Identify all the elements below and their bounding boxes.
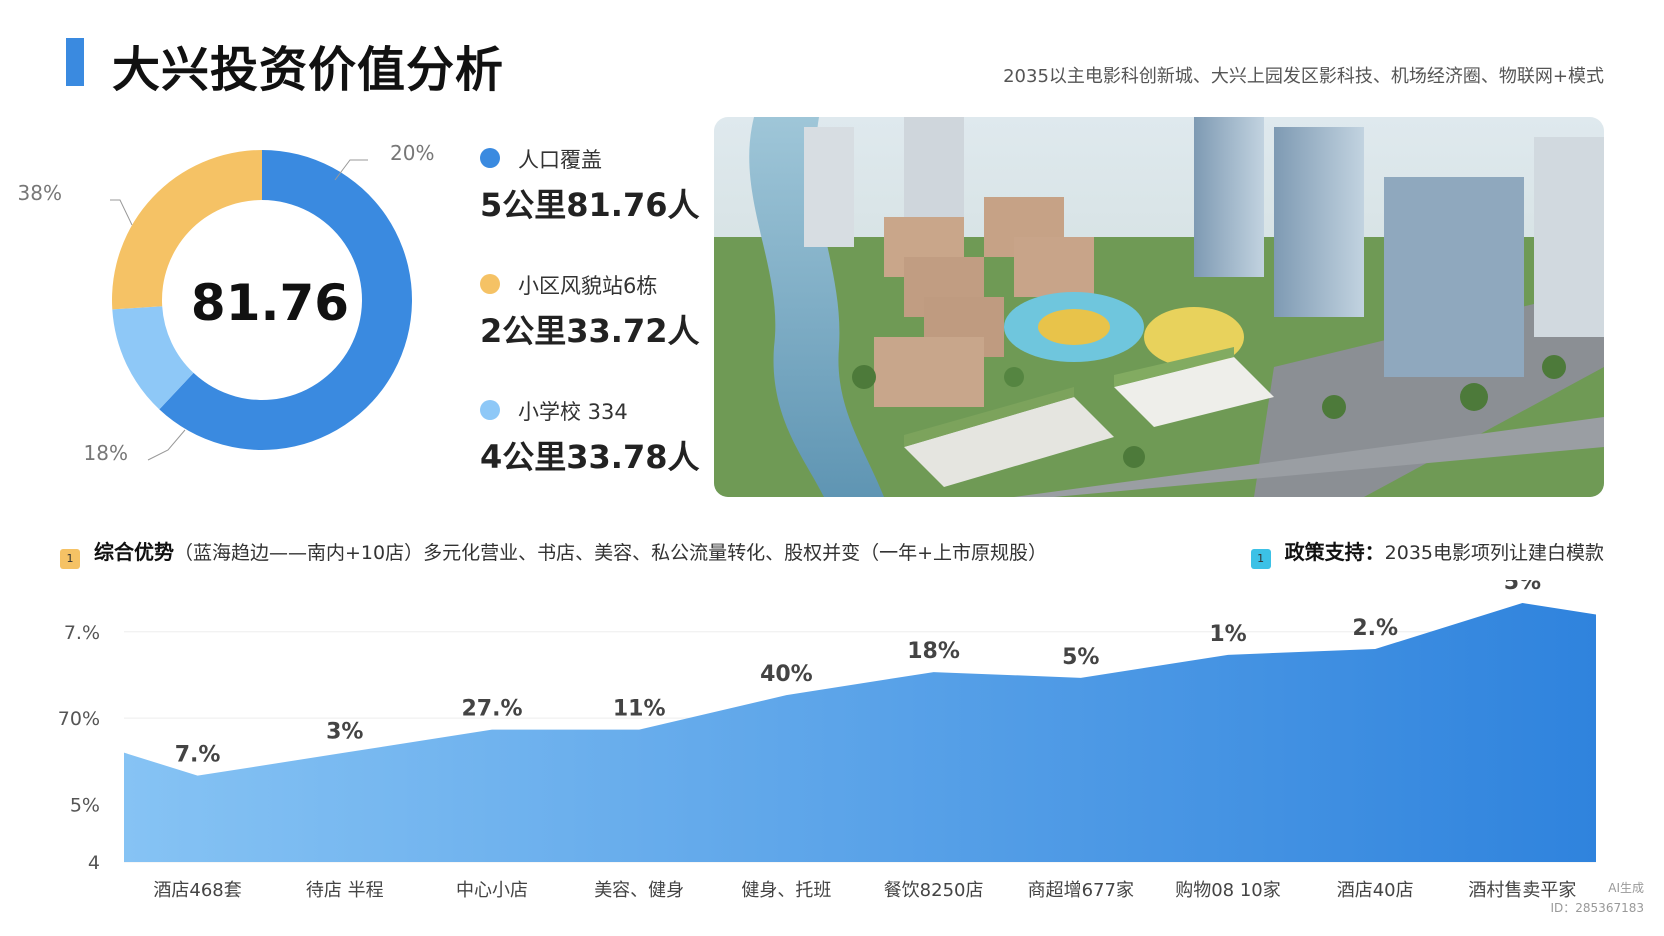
y-tick-label: 70%	[58, 708, 100, 730]
donut-slice-orange	[112, 150, 262, 310]
x-category-label: 购物08 10家	[1175, 880, 1281, 901]
policy-heading: 政策支持：	[1284, 540, 1385, 564]
aerial-district-image	[714, 117, 1604, 497]
y-tick-label: 7.%	[64, 622, 100, 644]
legend-dot-orange	[480, 274, 500, 294]
x-category-label: 餐饮8250店	[884, 880, 984, 901]
donut-slice-label: 20%	[390, 141, 434, 165]
donut-center-value: 81.76	[191, 274, 349, 332]
x-category-label: 酒村售卖平家	[1468, 880, 1576, 901]
data-label: 1%	[1209, 622, 1246, 647]
legend-value: 4公里33.78人	[480, 438, 700, 476]
watermark-line1: AI生成	[1608, 881, 1644, 895]
x-category-label: 商超增677家	[1028, 880, 1134, 901]
legend-name: 人口覆盖	[518, 148, 602, 172]
x-category-label: 健身、托班	[741, 880, 831, 901]
policy-text: 2035电影项列让建白模款	[1384, 542, 1604, 564]
legend-name: 小学校 334	[518, 400, 628, 424]
x-category-label: 中心小店	[456, 880, 528, 901]
y-tick-label: 5%	[70, 794, 100, 816]
donut-slice-blue	[159, 150, 413, 450]
x-category-label: 酒店468套	[153, 880, 241, 901]
donut-leader-line	[110, 199, 133, 226]
x-category-label: 酒店40店	[1337, 880, 1414, 901]
advantage-badge: 1	[60, 549, 80, 569]
legend-value: 2公里33.72人	[480, 312, 700, 350]
donut-slice-label: 18%	[84, 441, 128, 465]
donut-leader-line	[147, 429, 186, 461]
policy-row: 1 政策支持：2035电影项列让建白模款	[1250, 536, 1604, 569]
advantage-text: （蓝海趋边——南内+10店）多元化营业、书店、美容、私公流量转化、股权并变（一年…	[174, 542, 1048, 564]
advantage-row: 1 综合优势（蓝海趋边——南内+10店）多元化营业、书店、美容、私公流量转化、股权…	[60, 536, 1047, 569]
advantage-heading: 综合优势	[94, 540, 174, 564]
data-label: 5%	[1504, 580, 1541, 595]
data-label: 11%	[613, 697, 666, 722]
data-label: 18%	[907, 639, 960, 664]
title-accent-bar	[66, 38, 84, 86]
data-label: 2.%	[1352, 616, 1398, 641]
area-chart: 4 5% 70% 7.% 7.% 酒店468套 3% 待店 半程 27.% 中心小店 11% 美容、健…	[58, 580, 1596, 901]
legend-dot-blue	[480, 148, 500, 168]
donut-chart: 20% 18% 38% 81.76	[18, 141, 435, 465]
watermark: AI生成 ID：285367183	[1551, 878, 1645, 918]
x-category-label: 美容、健身	[594, 880, 684, 901]
page-title: 大兴投资价值分析	[112, 42, 505, 98]
legend-dot-light-blue	[480, 400, 500, 420]
donut-leader-line	[334, 159, 368, 181]
data-label: 3%	[326, 720, 363, 745]
policy-badge: 1	[1250, 549, 1271, 569]
watermark-line2: ID：285367183	[1550, 901, 1645, 915]
legend-value: 5公里81.76人	[480, 186, 700, 224]
data-label: 27.%	[461, 697, 522, 722]
data-label: 5%	[1062, 645, 1099, 670]
y-tick-label: 4	[88, 852, 100, 874]
donut-slice-light-blue	[112, 306, 194, 410]
area-series	[124, 603, 1596, 862]
page-subtitle: 2035以主电影科创新城、大兴上园发区影科技、机场经济圈、物联网+模式	[1003, 66, 1604, 87]
data-label: 40%	[760, 662, 813, 687]
data-label: 7.%	[175, 743, 221, 768]
x-category-label: 待店 半程	[306, 880, 384, 901]
donut-slice-label: 38%	[18, 181, 62, 205]
legend-name: 小区风貌站6栋	[518, 274, 658, 298]
